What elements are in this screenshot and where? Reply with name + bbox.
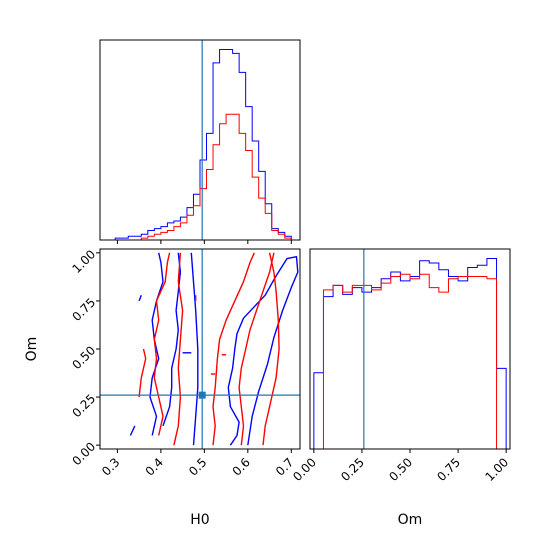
y-tick-label: 1.00 [69,247,98,276]
om-marginal-histogram: 0.00 0.25 0.50 0.75 1.00 Om [290,248,511,528]
contour-line-0-4 [129,425,136,436]
y-tick-label: 0.50 [69,343,98,372]
histogram-series-0 [102,49,298,240]
contour-line-1-2 [212,252,255,446]
x-tick-label: 0.3 [99,455,122,478]
y-tick-label: 0.00 [69,439,98,468]
x-tick-label: 0.4 [143,455,166,478]
om-y-axis-label: Om [24,337,40,362]
x-tick-label: 0.25 [338,455,367,484]
contour-line-1-0 [238,252,275,446]
x-tick-label: 0.5 [186,455,209,478]
y-tick-label: 0.25 [69,391,98,420]
y-tick-label: 0.75 [69,295,98,324]
x-tick-label: 0.50 [386,455,415,484]
histogram-series-1 [102,113,298,240]
h0-axis-label: H0 [190,512,209,528]
contour-line-0-0 [227,256,299,446]
x-tick-label: 0.6 [230,455,253,478]
contour-line-0-5 [138,294,142,302]
axes-frame [99,248,301,450]
axes-frame [99,39,301,241]
contour-line-1-1 [262,252,280,446]
contour-line-1-3 [173,252,184,446]
histogram-series-1 [313,273,507,449]
truth-marker [198,391,206,399]
x-tick-label: 0.75 [434,455,463,484]
contour-line-1-4 [153,252,171,436]
contour-line-0-1 [190,252,199,446]
h0-marginal-histogram [99,39,301,244]
x-tick-label: 1.00 [482,455,511,484]
contour-line-1-5 [138,348,147,398]
x-tick-label: 0.00 [290,455,319,484]
om-axis-label: Om [398,512,423,528]
contour-line-0-2 [162,252,182,427]
